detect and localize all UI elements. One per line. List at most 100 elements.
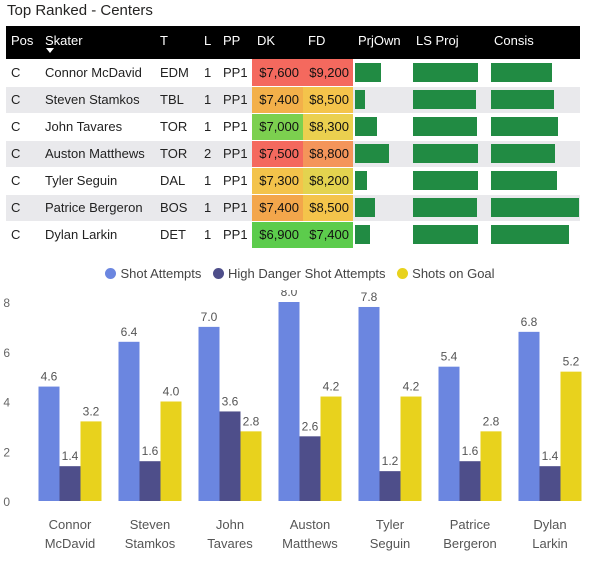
data-label: 7.8 <box>361 290 378 304</box>
team-cell: DET <box>155 221 199 249</box>
lsproj-bar-cell <box>411 167 489 195</box>
dk-salary-cell: $6,900 <box>252 221 303 249</box>
y-tick-label: 4 <box>3 396 10 410</box>
team-cell: EDM <box>155 59 199 87</box>
data-label: 5.2 <box>563 355 580 369</box>
data-label: 7.0 <box>201 310 218 324</box>
dk-salary-cell: $7,400 <box>252 194 303 222</box>
prjown-bar <box>355 90 366 109</box>
pos-cell: C <box>6 113 40 141</box>
bar-high-danger-shot-attempts <box>59 466 81 501</box>
bar-high-danger-shot-attempts <box>299 436 321 501</box>
sort-desc-icon <box>46 48 54 53</box>
x-category-label: John Tavares <box>207 517 253 551</box>
bar-shot-attempts <box>278 302 300 501</box>
pp-cell: PP1 <box>218 113 252 141</box>
col-header-consis[interactable]: Consis <box>489 26 580 59</box>
consis-bar-cell <box>489 113 580 141</box>
prjown-bar-cell <box>353 59 411 87</box>
prjown-bar <box>355 117 377 136</box>
line-cell: 1 <box>199 194 218 222</box>
table-header-row: Pos Skater T L PP DK FD PrjOwn LS Proj C… <box>6 26 580 59</box>
x-category-label: Steven Stamkos <box>125 517 176 551</box>
pos-cell: C <box>6 221 40 249</box>
bar-shots-on-goal <box>560 371 582 501</box>
data-label: 3.2 <box>83 404 100 418</box>
legend-item-shots-on-goal[interactable]: Shots on Goal <box>397 266 495 281</box>
team-cell: DAL <box>155 167 199 195</box>
table-row[interactable]: C Connor McDavid EDM 1 PP1 $7,600 $9,200 <box>6 59 580 87</box>
lsproj-bar <box>413 171 478 190</box>
x-category-label: Tyler Seguin <box>370 517 410 551</box>
prjown-bar <box>355 144 389 163</box>
top-ranked-table: Pos Skater T L PP DK FD PrjOwn LS Proj C… <box>6 26 580 249</box>
lsproj-bar <box>413 198 477 217</box>
col-header-lsproj[interactable]: LS Proj <box>411 26 489 59</box>
lsproj-bar-cell <box>411 113 489 141</box>
report-title: Top Ranked - Centers <box>7 2 153 19</box>
legend-item-shot-attempts[interactable]: Shot Attempts <box>105 266 201 281</box>
y-tick-label: 0 <box>3 495 10 509</box>
bar-high-danger-shot-attempts <box>539 466 561 501</box>
legend-label: Shots on Goal <box>412 266 495 281</box>
bar-high-danger-shot-attempts <box>139 461 161 501</box>
table-row[interactable]: C Tyler Seguin DAL 1 PP1 $7,300 $8,200 <box>6 167 580 195</box>
col-header-skater-label: Skater <box>45 33 83 48</box>
data-label: 1.4 <box>62 449 79 463</box>
prjown-bar-cell <box>353 167 411 195</box>
table-row[interactable]: C John Tavares TOR 1 PP1 $7,000 $8,300 <box>6 113 580 141</box>
col-header-pos[interactable]: Pos <box>6 26 40 59</box>
data-label: 4.6 <box>41 370 58 384</box>
table-row[interactable]: C Steven Stamkos TBL 1 PP1 $7,400 $8,500 <box>6 86 580 114</box>
legend-label: High Danger Shot Attempts <box>228 266 386 281</box>
col-header-prjown[interactable]: PrjOwn <box>353 26 411 59</box>
skater-cell: Patrice Bergeron <box>40 194 155 222</box>
skater-cell: Steven Stamkos <box>40 86 155 114</box>
data-label: 1.2 <box>382 454 399 468</box>
lsproj-bar-cell <box>411 194 489 222</box>
col-header-dk[interactable]: DK <box>252 26 303 59</box>
pp-cell: PP1 <box>218 221 252 249</box>
bar-shot-attempts <box>118 341 140 501</box>
prjown-bar-cell <box>353 140 411 168</box>
legend-dot <box>105 268 117 279</box>
consis-bar-cell <box>489 86 580 114</box>
col-header-line[interactable]: L <box>199 26 218 59</box>
table-row[interactable]: C Dylan Larkin DET 1 PP1 $6,900 $7,400 <box>6 221 580 249</box>
line-cell: 1 <box>199 221 218 249</box>
fd-salary-cell: $7,400 <box>303 221 353 249</box>
pp-cell: PP1 <box>218 194 252 222</box>
lsproj-bar-cell <box>411 59 489 87</box>
col-header-team[interactable]: T <box>155 26 199 59</box>
bar-high-danger-shot-attempts <box>379 471 401 501</box>
consis-bar <box>491 62 553 82</box>
fd-salary-cell: $8,300 <box>303 113 353 141</box>
bar-shots-on-goal <box>80 421 102 501</box>
lsproj-bar <box>413 144 479 163</box>
bar-shots-on-goal <box>240 431 262 501</box>
col-header-fd[interactable]: FD <box>303 26 353 59</box>
bar-shot-attempts <box>518 331 540 501</box>
fd-salary-cell: $9,200 <box>303 59 353 87</box>
pp-cell: PP1 <box>218 140 252 168</box>
bar-shot-attempts <box>38 386 60 501</box>
bar-high-danger-shot-attempts <box>219 411 241 501</box>
col-header-skater[interactable]: Skater <box>40 26 155 59</box>
y-tick-label: 6 <box>3 346 10 360</box>
table-row[interactable]: C Patrice Bergeron BOS 1 PP1 $7,400 $8,500 <box>6 194 580 222</box>
data-label: 4.2 <box>323 380 340 394</box>
table-row[interactable]: C Auston Matthews TOR 2 PP1 $7,500 $8,800 <box>6 140 580 168</box>
x-category-label: Auston Matthews <box>282 517 338 551</box>
x-category-label: Dylan Larkin <box>532 517 567 551</box>
dk-salary-cell: $7,300 <box>252 167 303 195</box>
team-cell: TOR <box>155 113 199 141</box>
prjown-bar-cell <box>353 86 411 114</box>
fd-salary-cell: $8,200 <box>303 167 353 195</box>
y-tick-label: 2 <box>3 445 10 459</box>
legend-item-high-danger[interactable]: High Danger Shot Attempts <box>213 266 386 281</box>
bar-high-danger-shot-attempts <box>459 461 481 501</box>
table-body: C Connor McDavid EDM 1 PP1 $7,600 $9,200 C Steve… <box>6 59 580 249</box>
data-label: 3.6 <box>222 394 239 408</box>
pos-cell: C <box>6 86 40 114</box>
col-header-pp[interactable]: PP <box>218 26 252 59</box>
